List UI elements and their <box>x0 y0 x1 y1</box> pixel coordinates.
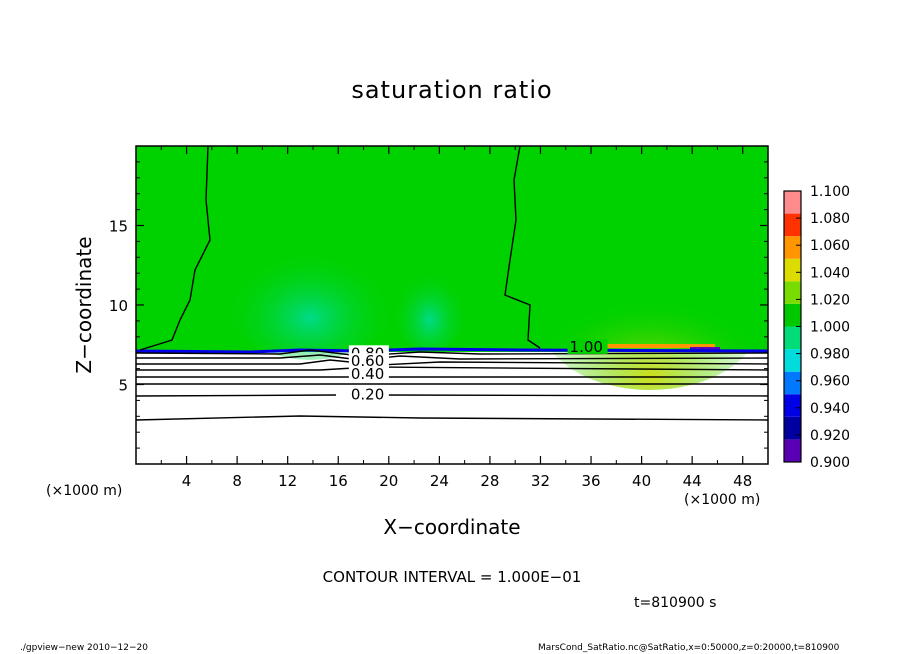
x-tick-label: 16 <box>329 472 348 490</box>
y-tick-label: 15 <box>109 218 128 236</box>
x-tick-label: 24 <box>430 472 449 490</box>
y-tick-label: 10 <box>109 297 128 315</box>
x-tick-label: 36 <box>581 472 600 490</box>
contour-label: 1.00 <box>570 338 603 356</box>
y-ticks: 5 10 15 <box>109 161 768 449</box>
contour-line-1.00 <box>139 146 211 351</box>
colorbar-tick-label: 0.900 <box>810 455 850 471</box>
x-tick-label: 28 <box>480 472 499 490</box>
field-unsaturated-patch <box>220 220 400 360</box>
colorbar-swatch <box>784 258 801 282</box>
colorbar-swatch <box>784 303 801 327</box>
contour-interval-note: CONTOUR INTERVAL = 1.000E−01 <box>322 568 582 586</box>
footer-right: MarsCond_SatRatio.nc@SatRatio,x=0:50000,… <box>538 643 840 653</box>
chart-title: saturation ratio <box>351 76 553 104</box>
contour-label: 0.40 <box>351 365 384 383</box>
plot-field <box>136 146 768 464</box>
x-axis-label: X−coordinate <box>383 515 521 539</box>
x-axis-unit-bottom-left: (×1000 m) <box>46 483 123 499</box>
colorbar-swatch <box>784 236 801 259</box>
x-tick-label: 4 <box>182 472 192 490</box>
time-annotation: t=810900 s <box>634 595 717 611</box>
x-tick-label: 44 <box>683 472 702 490</box>
contour-label-bg <box>348 386 389 402</box>
x-tick-label: 48 <box>733 472 752 490</box>
contour-line <box>136 394 768 397</box>
contour-line <box>136 366 768 371</box>
contour-labels: 1.000.800.600.400.20 <box>348 338 608 404</box>
contour-line <box>136 415 768 421</box>
colorbar-tick-label: 1.060 <box>810 238 850 254</box>
colorbar-tick-label: 1.100 <box>810 184 850 200</box>
y-tick-label: 5 <box>118 377 128 395</box>
x-tick-label: 40 <box>632 472 651 490</box>
x-ticks: 4 8 12 16 20 24 28 32 36 40 44 48 <box>160 146 752 490</box>
field-low-strip <box>690 347 720 351</box>
x-tick-label: 20 <box>379 472 398 490</box>
field-supersaturated-patch <box>540 250 760 390</box>
colorbar-swatch <box>784 371 801 395</box>
colorbar-swatch <box>784 439 801 462</box>
contour-label-bg <box>348 353 389 369</box>
colorbar-tick-label: 1.040 <box>810 265 850 281</box>
x-tick-label: 32 <box>531 472 550 490</box>
x-tick-label: 12 <box>278 472 297 490</box>
colorbar-tick-label: 1.000 <box>810 320 850 336</box>
colorbar-swatch <box>784 281 801 304</box>
y-axis-label: Z−coordinate <box>72 236 96 374</box>
field-supersaturated-strip <box>585 344 715 348</box>
contour-line-1.00 <box>504 146 541 349</box>
contour-label-bg <box>348 365 389 381</box>
x-tick-label: 8 <box>232 472 242 490</box>
colorbar-swatch <box>784 191 801 214</box>
colorbar-swatch <box>784 213 801 237</box>
colorbar-swatch <box>784 349 801 372</box>
colorbar-tick-label: 0.920 <box>810 428 850 444</box>
colorbar-tick-label: 0.980 <box>810 347 850 363</box>
contour-label: 0.20 <box>351 386 384 404</box>
colorbar-tick-label: 1.020 <box>810 292 850 308</box>
footer-left: ./gpview−new 2010−12−20 <box>20 643 148 653</box>
colorbar: 0.900 0.920 0.940 0.960 0.980 1.000 1.020 1.040… <box>783 184 850 471</box>
contour-label: 0.60 <box>351 352 384 370</box>
colorbar-swatch <box>784 416 801 440</box>
x-axis-unit-bottom-right: (×1000 m) <box>684 492 761 508</box>
contour-label-bg <box>567 338 608 354</box>
colorbar-swatch <box>784 326 801 350</box>
colorbar-tick-label: 0.940 <box>810 401 850 417</box>
colorbar-tick-label: 1.080 <box>810 211 850 227</box>
colorbar-swatch <box>784 394 801 417</box>
colorbar-tick-label: 0.960 <box>810 374 850 390</box>
field-unsaturated-patch <box>390 250 470 350</box>
